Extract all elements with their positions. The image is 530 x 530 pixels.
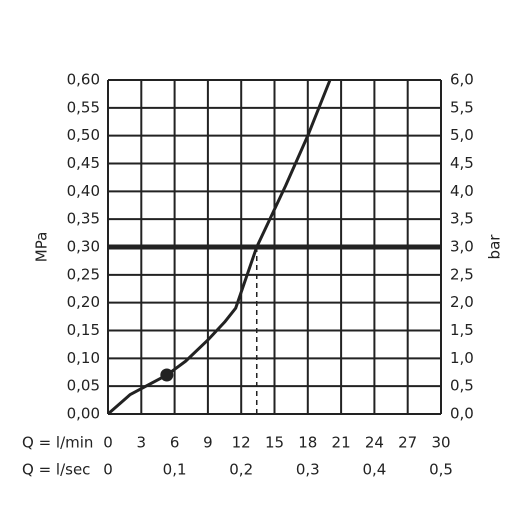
marker-point [160,368,174,382]
y2-tick-label: 1,0 [450,349,474,367]
x2-axis-label: Q = l/sec [22,461,90,479]
y-tick-label: 0,60 [67,71,100,89]
y2-tick-label: 2,5 [450,265,474,283]
y-tick-label: 0,35 [67,210,100,228]
x-tick-label: 18 [298,434,317,452]
x-axis-label: Q = l/min [22,434,93,452]
x-tick-label: 3 [137,434,147,452]
y2-tick-label: 1,5 [450,321,474,339]
y2-tick-label: 3,0 [450,238,474,256]
x2-tick-label: 0,2 [229,461,253,479]
x2-tick-label: 0,3 [296,461,320,479]
x2-tick-label: 0,4 [362,461,386,479]
y2-tick-label: 0,5 [450,377,474,395]
x-tick-label: 0 [103,434,113,452]
x-tick-label: 24 [365,434,384,452]
curve [107,79,332,416]
y2-tick-label: 4,0 [450,182,474,200]
x-tick-label: 21 [332,434,351,452]
y-tick-label: 0,00 [67,405,100,423]
y-tick-label: 0,15 [67,321,100,339]
y2-axis-label: bar [486,234,504,260]
x-tick-label: 15 [265,434,284,452]
y2-tick-label: 2,0 [450,293,474,311]
y2-tick-label: 4,5 [450,154,474,172]
y-tick-label: 0,45 [67,154,100,172]
x-tick-label: 27 [398,434,417,452]
y2-tick-label: 3,5 [450,210,474,228]
y-tick-label: 0,10 [67,349,100,367]
y-tick-label: 0,05 [67,377,100,395]
y-tick-label: 0,50 [67,126,100,144]
x2-tick-label: 0 [103,461,113,479]
y-tick-label: 0,30 [67,238,100,256]
x-tick-label: 30 [431,434,450,452]
y-tick-label: 0,25 [67,265,100,283]
y-axis-label: MPa [33,232,51,263]
y-tick-label: 0,20 [67,293,100,311]
x-tick-label: 12 [232,434,251,452]
y-tick-label: 0,40 [67,182,100,200]
x2-tick-label: 0,5 [429,461,453,479]
y2-tick-label: 0,0 [450,405,474,423]
y2-tick-label: 5,0 [450,126,474,144]
y2-tick-label: 6,0 [450,71,474,89]
y2-tick-label: 5,5 [450,98,474,116]
x2-tick-label: 0,1 [163,461,187,479]
x-tick-label: 6 [170,434,180,452]
y-tick-label: 0,55 [67,98,100,116]
x-tick-label: 9 [203,434,213,452]
